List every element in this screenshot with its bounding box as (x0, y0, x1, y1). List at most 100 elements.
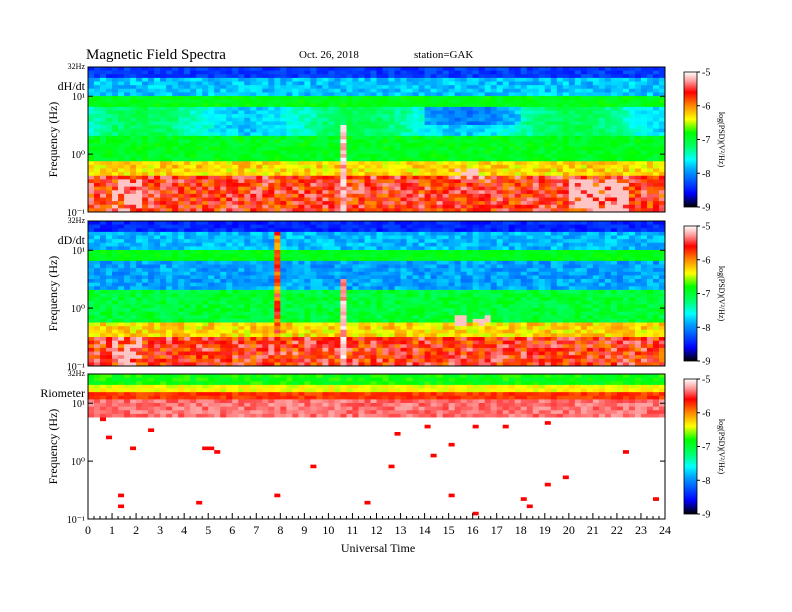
heatmap-cell (388, 154, 395, 159)
heatmap-cell (202, 228, 209, 233)
heatmap-cell (352, 208, 359, 213)
heatmap-cell (262, 139, 269, 144)
heatmap-cell (586, 135, 594, 140)
heatmap-cell (190, 315, 197, 320)
heatmap-cell (514, 154, 522, 159)
heatmap-cell (226, 231, 233, 236)
heatmap-cell (394, 193, 401, 198)
heatmap-cell (166, 286, 173, 291)
heatmap-cell (466, 88, 474, 93)
heatmap-cell (454, 106, 462, 111)
heatmap-cell (106, 114, 113, 119)
heatmap-cell (556, 125, 564, 130)
heatmap-cell (286, 164, 293, 169)
heatmap-cell (466, 146, 474, 151)
heatmap-cell (442, 186, 450, 191)
heatmap-cell (166, 311, 173, 316)
heatmap-cell (256, 99, 263, 104)
heatmap-cell (226, 175, 233, 180)
heatmap-cell (142, 304, 149, 309)
heatmap-cell (334, 208, 341, 213)
heatmap-cell (544, 110, 552, 115)
heatmap-cell (172, 143, 179, 148)
heatmap-cell (598, 183, 606, 188)
heatmap-cell (562, 132, 570, 137)
heatmap-cell (172, 164, 179, 169)
heatmap-cell (184, 333, 191, 338)
heatmap-cell (184, 358, 191, 363)
heatmap-cell (424, 88, 431, 93)
heatmap-cell (160, 246, 167, 251)
heatmap-cell (226, 242, 233, 247)
heatmap-cell (250, 114, 257, 119)
heatmap-cell (136, 293, 143, 298)
heatmap-cell (448, 121, 456, 126)
heatmap-cell (142, 121, 149, 126)
heatmap-cell (154, 197, 161, 202)
heatmap-cell (634, 81, 642, 86)
heatmap-cell (190, 318, 197, 323)
heatmap-cell (112, 337, 119, 342)
heatmap-cell (484, 132, 492, 137)
heatmap-cell (244, 183, 251, 188)
heatmap-cell (106, 164, 113, 169)
heatmap-cell (658, 183, 666, 188)
heatmap-cell (298, 128, 305, 133)
heatmap-cell (220, 282, 227, 287)
heatmap-cell (424, 96, 431, 101)
heatmap-cell (190, 81, 197, 86)
heatmap-cell (160, 239, 167, 244)
heatmap-cell (238, 286, 245, 291)
heatmap-cell (526, 168, 534, 173)
heatmap-cell (190, 235, 197, 240)
heatmap-cell (346, 193, 353, 198)
heatmap-cell (160, 154, 167, 159)
heatmap-cell (226, 289, 233, 294)
heatmap-cell (520, 88, 528, 93)
heatmap-cell (346, 146, 353, 151)
heatmap-cell (382, 110, 389, 115)
heatmap-cell (226, 337, 233, 342)
heatmap-cell (178, 293, 185, 298)
heatmap-cell (532, 88, 540, 93)
heatmap-cell (250, 224, 257, 229)
heatmap-cell (406, 197, 413, 202)
heatmap-cell (544, 128, 552, 133)
heatmap-cell (118, 300, 125, 305)
heatmap-cell (142, 286, 149, 291)
heatmap-cell (124, 326, 131, 331)
heatmap-cell (202, 239, 209, 244)
heatmap-cell (502, 161, 510, 166)
heatmap-cell (556, 183, 564, 188)
heatmap-cell (214, 154, 221, 159)
heatmap-cell (352, 99, 359, 104)
heatmap-cell (496, 135, 504, 140)
heatmap-cell (556, 67, 564, 72)
heatmap-cell (556, 204, 564, 209)
heatmap-cell (226, 239, 233, 244)
heatmap-cell (490, 157, 498, 162)
heatmap-cell (568, 179, 576, 184)
heatmap-cell (244, 286, 251, 291)
heatmap-cell (232, 224, 239, 229)
heatmap-cell (184, 250, 191, 255)
heatmap-cell (358, 88, 365, 93)
heatmap-cell (658, 164, 666, 169)
heatmap-cell (244, 146, 251, 151)
heatmap-cell (238, 224, 245, 229)
heatmap-cell (328, 110, 335, 115)
heatmap-cell (358, 85, 365, 90)
heatmap-cell (250, 304, 257, 309)
heatmap-cell (430, 168, 437, 173)
heatmap-cell (520, 193, 528, 198)
heatmap-cell (496, 85, 504, 90)
heatmap-cell (220, 221, 227, 226)
heatmap-cell (208, 304, 215, 309)
heatmap-cell (448, 92, 456, 97)
heatmap-cell (508, 183, 516, 188)
heatmap-cell (292, 201, 299, 206)
heatmap-cell (526, 70, 534, 75)
heatmap-cell (148, 92, 155, 97)
heatmap-cell (424, 193, 431, 198)
heatmap-cell (304, 81, 311, 86)
